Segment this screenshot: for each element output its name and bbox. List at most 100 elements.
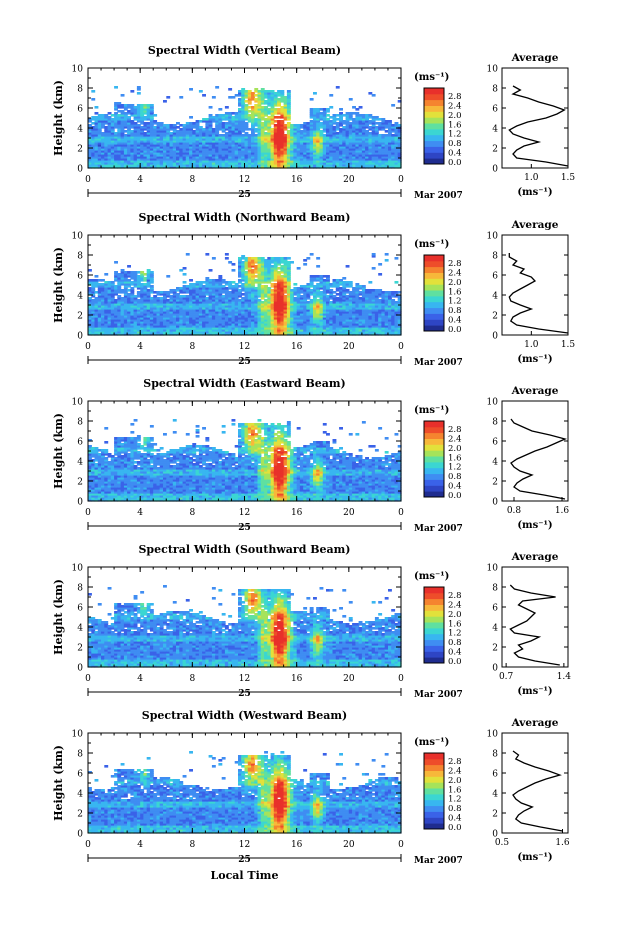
average-y-tick-label: 4 — [492, 125, 498, 135]
panel-1: Spectral Width (Vertical Beam) 0 2 4 6 8 10 0 4 8… — [52, 44, 575, 201]
colorbar-swatch — [424, 117, 444, 123]
colorbar-swatch — [424, 111, 444, 117]
heatmap-cell — [359, 106, 363, 109]
heatmap-cell — [114, 86, 118, 89]
average-profile-line — [509, 86, 568, 166]
heatmap-cell — [91, 90, 95, 93]
heatmap-cell — [183, 267, 187, 270]
average-title: Average — [511, 52, 559, 64]
average-frame — [502, 68, 568, 168]
heatmap-cell — [179, 96, 183, 99]
heatmap-cell — [310, 98, 314, 101]
heatmap-cell — [183, 281, 187, 284]
heatmap-cell — [218, 275, 222, 278]
colorbar-swatch — [424, 152, 444, 158]
colorbar-swatch — [424, 129, 444, 135]
heatmap-cell — [114, 261, 118, 264]
heatmap-cell — [150, 271, 154, 274]
heatmap-cell — [205, 253, 209, 256]
day-label: 25 — [238, 190, 251, 200]
heatmap-cell — [290, 261, 294, 264]
average-y-tick-label: 8 — [492, 85, 498, 95]
heatmap-cell — [189, 88, 193, 91]
heatmap-cell — [121, 94, 125, 97]
panel-title: Spectral Width (Vertical Beam) — [148, 44, 341, 57]
heatmap-cell — [166, 96, 170, 99]
heatmap-cell — [391, 104, 395, 107]
heatmap-cell — [137, 92, 141, 95]
colorbar-tick-label: 0.0 — [448, 158, 462, 168]
heatmap-cell — [183, 273, 187, 276]
heatmap-cell — [287, 257, 291, 260]
heatmap-cell — [287, 90, 291, 93]
heatmap-cell — [202, 94, 206, 97]
heatmap-cell — [163, 100, 167, 103]
heatmap-cell — [232, 269, 236, 272]
heatmap-cell — [150, 285, 154, 288]
average-y-tick-label: 10 — [487, 65, 499, 75]
heatmap-cell — [212, 257, 216, 260]
heatmap-cell — [212, 96, 216, 99]
average-y-tick-label: 0 — [492, 165, 498, 175]
heatmap-cell — [310, 253, 314, 256]
y-tick-label: 4 — [77, 125, 83, 135]
heatmap-cell — [225, 106, 229, 109]
colorbar-swatch — [424, 123, 444, 129]
x-tick-label: 0 — [398, 175, 404, 185]
heatmap-cell — [349, 98, 353, 101]
colorbar-swatch — [424, 147, 444, 153]
heatmap-cells — [88, 86, 402, 169]
heatmap-cell — [372, 94, 376, 97]
heatmap-cell — [104, 273, 108, 276]
heatmap-cell — [225, 253, 229, 256]
x-tick-label: 0 — [85, 175, 91, 185]
heatmap-cell — [225, 257, 229, 260]
heatmap-cell — [313, 92, 317, 95]
average-x-label: (ms⁻¹) — [517, 187, 552, 198]
heatmap-cell — [316, 257, 320, 260]
date-label: Mar 2007 — [414, 191, 463, 201]
heatmap-cell — [303, 263, 307, 266]
average-y-tick-label: 6 — [492, 105, 498, 115]
colorbar-swatch — [424, 88, 444, 94]
average-y-tick-label: 2 — [492, 145, 498, 155]
y-tick-label: 6 — [77, 105, 83, 115]
x-tick-label: 20 — [343, 175, 355, 185]
heatmap-cell — [186, 253, 190, 256]
heatmap-cell — [91, 98, 95, 101]
heatmap-cell — [199, 90, 203, 93]
heatmap-cell — [297, 267, 301, 270]
colorbar-swatch — [424, 141, 444, 147]
heatmap-cell — [189, 116, 193, 119]
heatmap-cell — [209, 106, 213, 109]
heatmap-cell — [339, 108, 343, 111]
heatmap-cell — [137, 86, 141, 89]
heatmap-cell — [329, 94, 333, 97]
y-tick-label: 2 — [77, 145, 83, 155]
heatmap-cell — [127, 265, 131, 268]
panel-2: Spectral Width (Northward Beam)02468100 4… — [52, 211, 575, 368]
x-tick-label: 12 — [239, 175, 250, 185]
colorbar-swatch — [424, 94, 444, 100]
heatmap-cell — [150, 104, 154, 107]
heatmap-cell — [232, 263, 236, 266]
heatmap-cell — [95, 275, 99, 278]
average-x-tick-label: 1.5 — [561, 173, 576, 183]
heatmap-cell — [166, 275, 170, 278]
colorbar-label: (ms⁻¹) — [414, 72, 449, 83]
heatmap-cell — [218, 108, 222, 111]
heatmap-cell — [316, 265, 320, 268]
colorbar-swatch — [424, 100, 444, 106]
heatmap-cell — [306, 257, 310, 260]
y-tick-label: 8 — [77, 85, 83, 95]
heatmap-cell — [209, 269, 213, 272]
colorbar-swatch — [424, 106, 444, 112]
heatmap-cell — [130, 90, 134, 93]
y-axis-label: Height (km) — [52, 80, 65, 156]
heatmap-cell — [228, 88, 232, 91]
heatmap-cells — [88, 253, 402, 336]
heatmap-cell — [88, 269, 92, 272]
x-tick-label: 4 — [137, 175, 143, 185]
heatmap-cell — [95, 106, 99, 109]
average-x-tick-label: 1.0 — [524, 173, 539, 183]
